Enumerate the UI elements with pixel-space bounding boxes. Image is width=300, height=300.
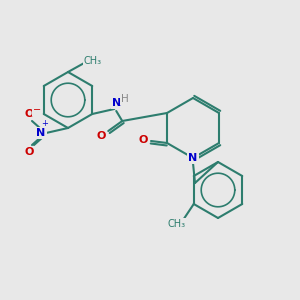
Text: O: O	[97, 131, 106, 141]
Text: N: N	[112, 98, 121, 108]
Text: −: −	[33, 105, 41, 115]
Text: O: O	[24, 147, 34, 157]
Text: N: N	[188, 153, 198, 163]
Text: N: N	[36, 128, 46, 138]
Text: H: H	[122, 94, 129, 104]
Text: +: +	[42, 118, 48, 127]
Text: O: O	[24, 109, 34, 119]
Text: CH₃: CH₃	[168, 219, 186, 229]
Text: O: O	[138, 135, 148, 145]
Text: CH₃: CH₃	[84, 56, 102, 66]
